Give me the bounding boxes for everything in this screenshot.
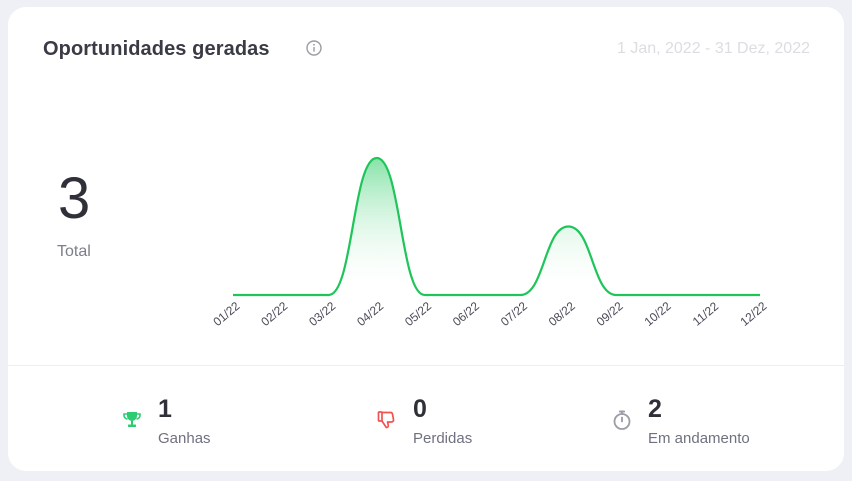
divider [8,365,844,366]
x-tick-label: 11/22 [690,299,722,329]
info-icon[interactable] [306,40,322,56]
x-tick-label: 05/22 [402,299,434,329]
total-label: Total [57,243,91,260]
x-tick-label: 09/22 [594,299,626,329]
x-tick-label: 10/22 [642,299,674,329]
stat-won-label: Ganhas [158,430,211,447]
stat-lost-value: 0 [413,395,427,423]
thumbs-down-icon [377,411,395,429]
chart-area-fill [233,158,760,295]
x-axis-ticks: 01/22 02/22 03/22 04/22 05/22 06/22 07/22 08/22… [210,299,769,329]
opportunities-card: Oportunidades geradas 1 Jan, 2022 - 31 D… [8,7,844,471]
x-tick-label: 01/22 [210,299,242,329]
x-tick-label: 07/22 [498,299,530,329]
stat-in-progress-value: 2 [648,395,662,423]
stat-lost-label: Perdidas [413,430,473,447]
stopwatch-icon [613,410,631,430]
trophy-icon [123,412,141,427]
card-title: Oportunidades geradas [43,38,270,60]
opportunities-chart: 01/22 02/22 03/22 04/22 05/22 06/22 07/22 08/22… [210,156,770,329]
stat-in-progress-label: Em andamento [648,430,750,447]
x-tick-label: 12/22 [737,299,769,329]
x-tick-label: 06/22 [450,299,482,329]
stat-won-value: 1 [158,395,172,423]
x-tick-label: 08/22 [546,299,578,329]
x-tick-label: 03/22 [306,299,338,329]
date-range[interactable]: 1 Jan, 2022 - 31 Dez, 2022 [616,40,810,57]
x-tick-label: 02/22 [258,299,290,329]
total-value: 3 [58,166,91,231]
chart-series-line [233,156,760,297]
x-tick-label: 04/22 [354,299,386,329]
